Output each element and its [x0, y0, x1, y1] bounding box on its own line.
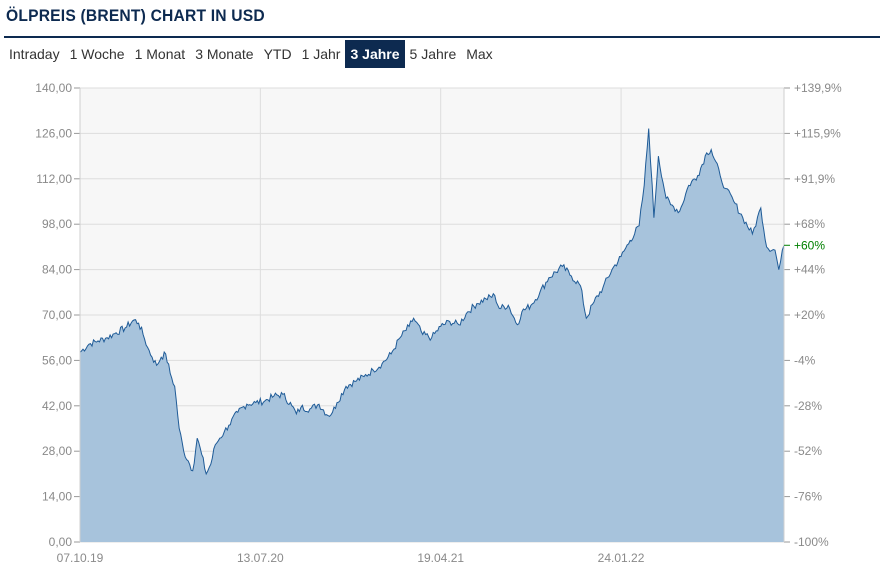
- y-tick-label-left: 56,00: [42, 353, 72, 367]
- x-tick-label: 07.10.19: [57, 551, 104, 565]
- y-tick-label-left: 28,00: [42, 444, 72, 458]
- y-tick-label-right: -76%: [794, 490, 822, 504]
- y-tick-label-right: -4%: [794, 353, 816, 367]
- price-chart: 0,00 -100% 14,00 -76% 28,00 -52% 42,00 -28% 56,0…: [35, 81, 842, 565]
- y-tick-label-left: 14,00: [42, 490, 72, 504]
- tab-max[interactable]: Max: [466, 46, 493, 62]
- y-tick-label-right: +68%: [794, 217, 825, 231]
- chart-title: ÖLPREIS (BRENT) CHART IN USD: [6, 6, 265, 25]
- tab-intraday[interactable]: Intraday: [9, 46, 60, 62]
- y-tick-label-left: 70,00: [42, 308, 72, 322]
- y-tick-label-left: 84,00: [42, 263, 72, 277]
- y-tick-label-left: 112,00: [36, 172, 72, 186]
- y-tick-label-right: +115,9%: [794, 126, 841, 140]
- tab-1-monat[interactable]: 1 Monat: [134, 46, 186, 62]
- tab-ytd[interactable]: YTD: [263, 46, 292, 62]
- y-tick-label-left: 42,00: [42, 399, 72, 413]
- y-tick-label-right: +91,9%: [794, 172, 835, 186]
- y-tick-label-right: -52%: [794, 444, 822, 458]
- price-area: [80, 128, 784, 542]
- tab-1-jahr[interactable]: 1 Jahr: [301, 46, 341, 62]
- tab-3-monate[interactable]: 3 Monate: [195, 46, 254, 62]
- y-tick-label-left: 140,00: [35, 81, 72, 95]
- last-change-label: +60%: [794, 238, 825, 252]
- x-tick-label: 24.01.22: [598, 551, 645, 565]
- y-tick-label-right: +44%: [794, 263, 825, 277]
- x-tick-label: 19.04.21: [417, 551, 464, 565]
- tab-3-jahre[interactable]: 3 Jahre: [345, 40, 405, 68]
- y-tick-label-right: -100%: [794, 535, 829, 549]
- y-tick-label-right: -28%: [794, 399, 822, 413]
- y-tick-label-right: +139,9%: [794, 81, 842, 95]
- y-tick-label-left: 98,00: [42, 217, 72, 231]
- title-divider: [4, 36, 880, 38]
- y-tick-label-right: +20%: [794, 308, 825, 322]
- y-tick-label-left: 0,00: [49, 535, 73, 549]
- tab-1-woche[interactable]: 1 Woche: [69, 46, 125, 62]
- tab-5-jahre[interactable]: 5 Jahre: [409, 46, 457, 62]
- price-line: [79, 128, 785, 476]
- axes: 0,00 -100% 14,00 -76% 28,00 -52% 42,00 -28% 56,0…: [35, 81, 842, 565]
- x-tick-label: 13.07.20: [237, 551, 284, 565]
- timeframe-tabs: Intraday 1 Woche 1 Monat 3 Monate YTD 1 …: [4, 40, 498, 68]
- y-tick-label-left: 126,00: [35, 126, 72, 140]
